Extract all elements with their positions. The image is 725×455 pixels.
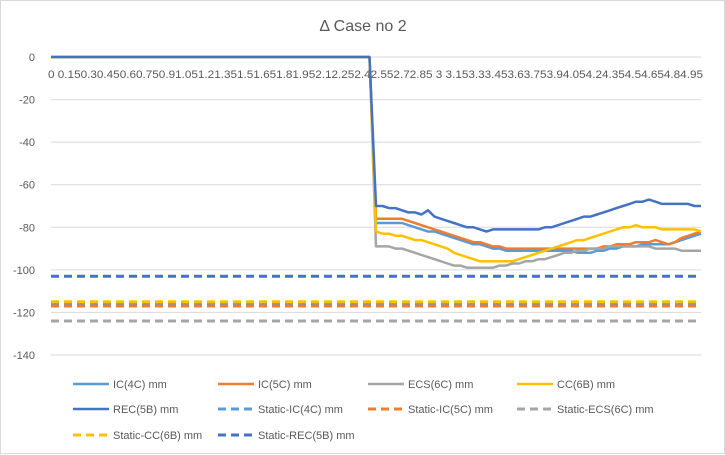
legend-label-ecs-6c-mm: ECS(6C) mm (408, 379, 473, 391)
legend-label-static-cc-6b-mm: Static-CC(6B) mm (113, 430, 202, 442)
dynamic-series-layer (51, 55, 702, 269)
y-axis-tick-labels: 0 -20 -40 -60 -80 -100 -120 -140 (13, 52, 35, 362)
x-axis-tick-labels: 0 0.150.30.450.60.750.91.051.21.351.51.6… (48, 69, 703, 81)
y-tick-label: -140 (13, 350, 35, 362)
legend-label-rec-5b-mm: REC(5B) mm (113, 404, 178, 416)
legend: IC(4C) mm IC(5C) mm ECS(6C) mm CC(6B) mm REC… (73, 379, 654, 442)
y-tick-label: 0 (29, 52, 35, 64)
legend-label-ic-5c-mm: IC(5C) mm (258, 379, 312, 391)
y-tick-label: -20 (19, 95, 35, 107)
series-line-rec-5b-mm (51, 55, 701, 233)
legend-label-static-ecs-6c-mm: Static-ECS(6C) mm (557, 404, 654, 416)
y-tick-label: -80 (19, 222, 35, 234)
y-tick-label: -120 (13, 307, 35, 319)
legend-label-static-ic-5c-mm: Static-IC(5C) mm (408, 404, 493, 416)
legend-label-static-ic-4c-mm: Static-IC(4C) mm (258, 404, 343, 416)
legend-label-ic-4c-mm: IC(4C) mm (113, 379, 167, 391)
legend-label-static-rec-5b-mm: Static-REC(5B) mm (258, 430, 355, 442)
y-tick-label: -60 (19, 180, 35, 192)
series-line-ecs-6c-mm (51, 55, 701, 269)
legend-label-cc-6b-mm: CC(6B) mm (557, 379, 615, 391)
static-series-layer (51, 274, 701, 323)
chart-title: Δ Case no 2 (319, 18, 406, 35)
y-tick-label: -40 (19, 137, 35, 149)
y-tick-label: -100 (13, 265, 35, 277)
series-line-cc-6b-mm (51, 55, 702, 263)
